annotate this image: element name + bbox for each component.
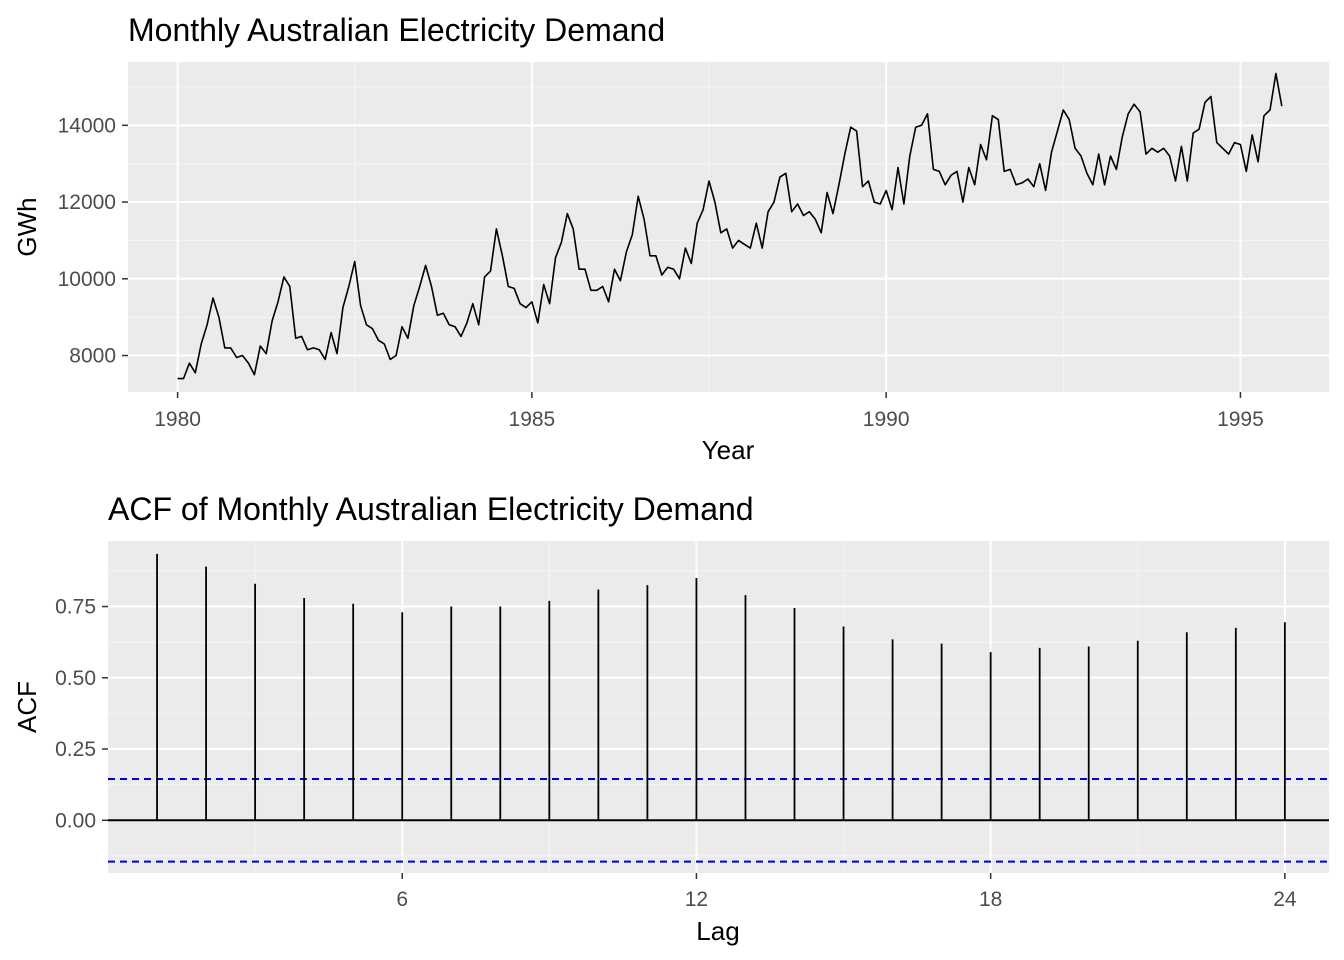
acf-x-axis-title: Lag (696, 916, 739, 946)
y-tick-label: 14000 (58, 114, 116, 137)
y-tick-label: 0.00 (55, 809, 96, 832)
timeseries-line (177, 72, 1283, 380)
timeseries-panel (128, 62, 1329, 392)
timeseries-minor-grid (128, 62, 1329, 392)
timeseries-major-grid (128, 62, 1329, 392)
acf-title: ACF of Monthly Australian Electricity De… (108, 491, 754, 527)
timeseries-chart: Monthly Australian Electricity Demand 19… (12, 12, 1329, 465)
y-tick-label: 0.75 (55, 596, 96, 619)
timeseries-x-axis: 1980 1985 1990 1995 (154, 392, 1264, 431)
acf-y-axis-title: ACF (12, 681, 42, 733)
y-tick-label: 12000 (58, 191, 116, 214)
x-tick-label: 1990 (863, 408, 910, 431)
y-tick-label: 8000 (69, 345, 116, 368)
acf-chart: ACF of Monthly Australian Electricity De… (12, 491, 1329, 946)
timeseries-x-axis-title: Year (702, 435, 755, 465)
acf-y-axis: 0.00 0.25 0.50 0.75 (55, 596, 108, 832)
x-tick-label: 1995 (1217, 408, 1264, 431)
acf-bars (156, 553, 1286, 821)
timeseries-y-axis-title: GWh (12, 197, 42, 256)
acf-x-axis: 6 12 18 24 (396, 873, 1297, 911)
y-tick-label: 0.50 (55, 667, 96, 690)
acf-panel (108, 541, 1329, 873)
x-tick-label: 1985 (509, 408, 556, 431)
x-tick-label: 18 (979, 888, 1002, 911)
acf-confidence-bounds (108, 777, 1329, 863)
x-tick-label: 6 (396, 888, 408, 911)
y-tick-label: 10000 (58, 268, 116, 291)
x-tick-label: 1980 (154, 408, 201, 431)
timeseries-title: Monthly Australian Electricity Demand (128, 12, 665, 48)
y-tick-label: 0.25 (55, 738, 96, 761)
x-tick-label: 24 (1273, 888, 1297, 911)
x-tick-label: 12 (685, 888, 708, 911)
timeseries-y-axis: 8000 10000 12000 14000 (58, 114, 128, 368)
